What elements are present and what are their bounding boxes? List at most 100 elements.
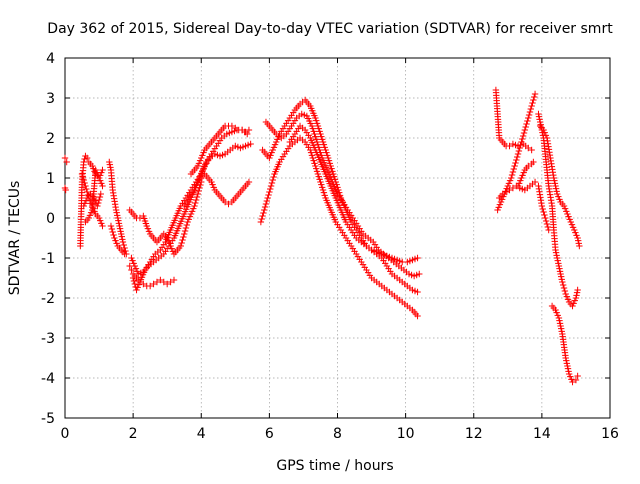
data-point — [556, 268, 564, 275]
data-point — [568, 376, 575, 383]
data-point — [556, 196, 563, 203]
data-point — [316, 176, 323, 183]
series-track-06 — [82, 166, 106, 226]
data-point — [540, 126, 547, 134]
data-point — [192, 199, 199, 207]
data-point — [558, 328, 565, 335]
data-point — [556, 320, 564, 327]
data-point — [318, 184, 326, 191]
data-point — [564, 210, 571, 218]
data-point — [183, 221, 190, 229]
data-point — [519, 132, 527, 140]
series-track-19 — [492, 86, 535, 154]
data-point — [178, 239, 185, 247]
data-point — [119, 238, 127, 246]
data-point — [99, 182, 106, 190]
data-point — [496, 201, 504, 208]
data-point — [494, 206, 501, 214]
data-point — [196, 157, 204, 164]
data-point — [327, 162, 334, 170]
data-point — [131, 262, 139, 270]
data-point — [112, 206, 120, 214]
data-point — [541, 129, 548, 136]
data-point — [182, 224, 190, 232]
data-point — [556, 317, 563, 324]
data-point — [573, 292, 580, 299]
y-tick-label: -3 — [41, 331, 55, 347]
data-point — [557, 273, 565, 280]
data-point — [194, 162, 202, 170]
data-point — [310, 157, 317, 164]
data-point — [572, 229, 579, 236]
data-point — [326, 160, 334, 167]
data-point — [110, 231, 117, 239]
data-point — [525, 144, 532, 152]
data-point — [87, 209, 95, 216]
data-point — [557, 322, 564, 330]
data-point — [228, 122, 236, 130]
data-point — [185, 216, 192, 223]
data-point — [330, 170, 337, 178]
data-point — [314, 141, 322, 148]
y-tick-label: 2 — [46, 131, 55, 147]
data-point — [514, 150, 522, 158]
data-point — [163, 280, 171, 288]
data-point — [160, 278, 167, 286]
data-point — [524, 117, 531, 125]
data-point — [95, 199, 102, 207]
data-point — [96, 217, 104, 224]
data-point — [510, 165, 517, 173]
data-point — [314, 170, 322, 178]
data-point — [316, 128, 323, 135]
data-point — [186, 213, 194, 220]
data-point — [120, 241, 127, 249]
data-point — [129, 274, 137, 282]
data-point — [558, 276, 565, 283]
data-point — [324, 154, 332, 162]
data-points-layer — [61, 86, 583, 386]
data-point — [181, 227, 189, 235]
data-point — [130, 277, 138, 285]
data-point — [191, 202, 198, 210]
data-point — [329, 168, 336, 175]
data-point — [536, 116, 543, 123]
data-point — [552, 185, 560, 192]
data-point — [270, 144, 278, 151]
data-point — [245, 178, 253, 186]
data-point — [83, 154, 91, 162]
data-point — [111, 234, 118, 242]
data-point — [266, 188, 273, 196]
data-point — [505, 180, 513, 187]
data-point — [263, 197, 271, 205]
data-point — [96, 177, 104, 184]
data-point — [145, 228, 153, 235]
data-point — [315, 125, 322, 132]
x-tick-label: 10 — [397, 426, 415, 442]
data-point — [194, 190, 202, 198]
data-point — [324, 152, 331, 159]
data-point — [313, 138, 321, 146]
x-tick-label: 0 — [61, 426, 70, 442]
data-point — [553, 252, 560, 259]
data-point — [118, 230, 125, 238]
data-point — [238, 126, 246, 134]
data-point — [508, 174, 515, 182]
data-point — [121, 250, 128, 258]
data-point — [266, 154, 273, 162]
data-point — [542, 217, 550, 225]
data-point — [78, 170, 86, 178]
data-point — [96, 193, 104, 201]
data-point — [567, 373, 574, 380]
data-point — [89, 162, 96, 170]
series-track-25 — [535, 182, 552, 234]
data-point — [528, 146, 535, 154]
series-track-15 — [257, 134, 421, 320]
data-point — [191, 186, 198, 194]
x-tick-label: 8 — [333, 426, 342, 442]
data-point — [272, 138, 280, 146]
data-point — [265, 191, 272, 199]
series-track-22 — [514, 158, 537, 190]
data-point — [190, 205, 197, 212]
data-point — [209, 181, 216, 188]
data-point — [414, 288, 421, 296]
